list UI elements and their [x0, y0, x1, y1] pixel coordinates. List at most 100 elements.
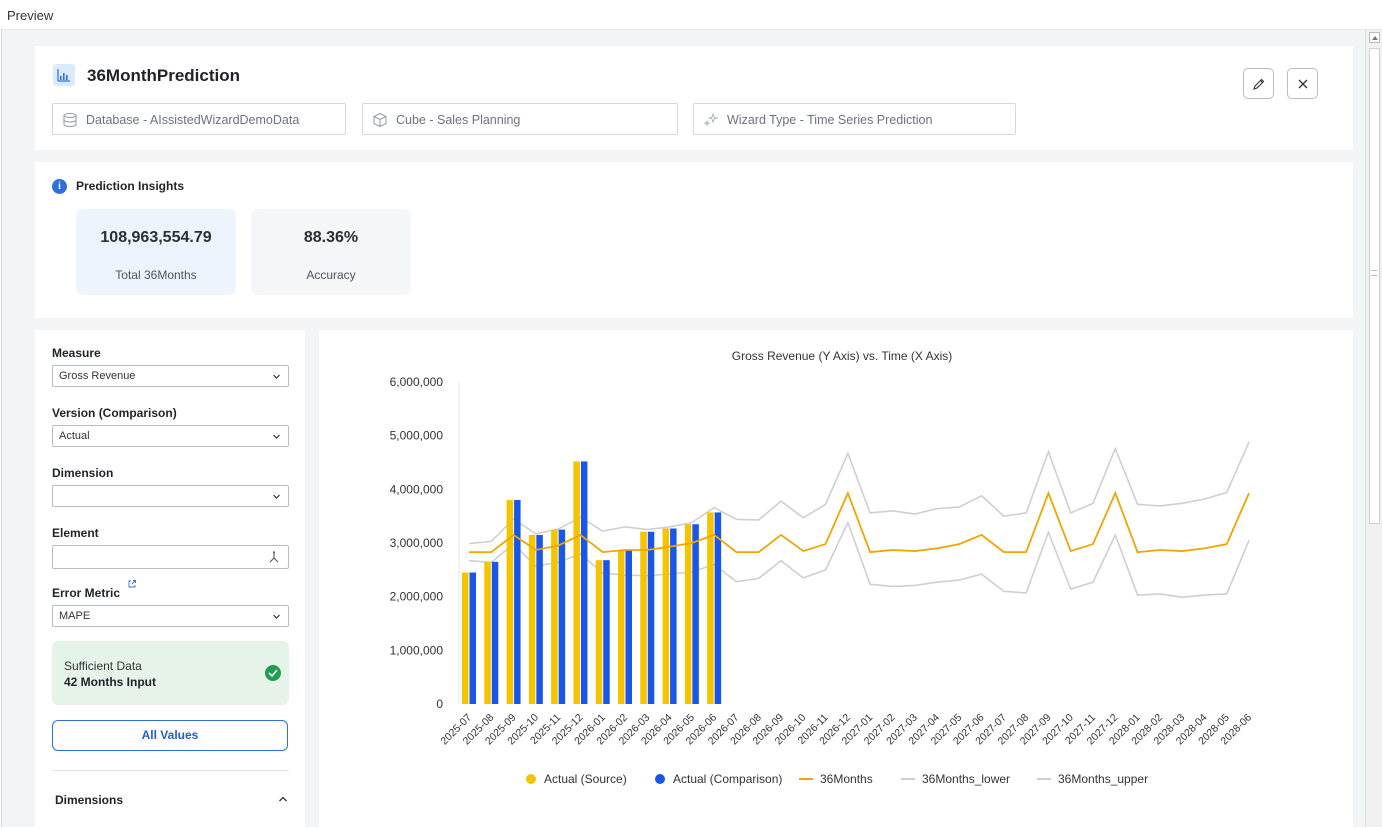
y-tick-label: 5,000,000: [390, 429, 444, 443]
preview-canvas: 36MonthPrediction Database - AIssistedWi…: [1, 30, 1365, 827]
window-title: Preview: [7, 8, 54, 23]
divider: [52, 770, 289, 771]
bar-actual-source: [640, 531, 647, 704]
info-icon: i: [52, 179, 67, 194]
measure-value: Gross Revenue: [59, 370, 136, 382]
bar-actual-comparison: [670, 528, 677, 704]
version-value: Actual: [59, 430, 90, 442]
insights-title: Prediction Insights: [76, 179, 185, 193]
error-metric-select[interactable]: MAPE: [52, 605, 289, 627]
dimension-select[interactable]: [52, 485, 289, 507]
legend-label[interactable]: Actual (Source): [544, 772, 627, 786]
legend-marker: [526, 774, 536, 784]
y-tick-label: 3,000,000: [390, 536, 444, 550]
controls-panel: Measure Gross Revenue Version (Compariso…: [35, 330, 305, 827]
sparkle-icon: [703, 112, 719, 127]
sufficient-data-text: Sufficient Data: [64, 659, 142, 673]
bar-actual-comparison: [692, 524, 699, 704]
bar-actual-comparison: [469, 572, 476, 704]
cube-icon: [373, 112, 387, 128]
bar-actual-comparison: [558, 529, 566, 704]
bar-actual-comparison: [714, 512, 722, 704]
y-tick-label: 4,000,000: [390, 482, 444, 496]
bar-actual-source: [684, 524, 692, 704]
y-tick-label: 6,000,000: [390, 375, 444, 389]
bar-actual-source: [595, 560, 603, 704]
bar-actual-source: [662, 528, 670, 704]
chart-card: Gross Revenue (Y Axis) vs. Time (X Axis)…: [319, 330, 1353, 827]
y-tick-label: 0: [436, 697, 443, 711]
scroll-grip-icon: [1371, 270, 1377, 276]
scroll-up-arrow[interactable]: [1369, 32, 1380, 43]
chevron-up-icon[interactable]: [278, 795, 288, 803]
check-circle-icon: [265, 665, 281, 681]
chevron-down-icon: [273, 614, 280, 619]
accuracy-label: Accuracy: [306, 268, 356, 282]
bar-actual-source: [573, 461, 580, 704]
chart-title: Gross Revenue (Y Axis) vs. Time (X Axis): [732, 349, 953, 363]
chevron-down-icon: [273, 434, 280, 439]
legend-label[interactable]: 36Months_upper: [1058, 772, 1148, 786]
database-icon: [63, 112, 77, 128]
insights-card: i Prediction Insights 108,963,554.79 Tot…: [35, 162, 1353, 318]
measure-select[interactable]: Gross Revenue: [52, 365, 289, 387]
bar-actual-source: [618, 549, 625, 704]
scroll-thumb[interactable]: [1369, 48, 1380, 524]
bar-actual-source: [506, 500, 514, 704]
header-card: 36MonthPrediction Database - AIssistedWi…: [35, 46, 1353, 150]
element-label: Element: [52, 526, 99, 540]
hierarchy-icon[interactable]: [267, 550, 281, 564]
bar-actual-comparison: [536, 534, 543, 704]
bar-actual-comparison: [491, 561, 499, 704]
vertical-scrollbar[interactable]: [1365, 30, 1382, 827]
wizard-type-label: Wizard Type - Time Series Prediction: [727, 113, 933, 127]
bar-actual-source: [484, 561, 491, 704]
total-label: Total 36Months: [115, 268, 197, 282]
error-metric-label: Error Metric: [52, 586, 121, 600]
accuracy-kpi-tile: 88.36% Accuracy: [251, 209, 411, 295]
window-titlebar: Preview: [0, 0, 1382, 30]
chevron-down-icon: [273, 494, 280, 499]
y-tick-label: 2,000,000: [390, 590, 444, 604]
cube-info: Cube - Sales Planning: [362, 103, 678, 135]
close-button[interactable]: [1287, 68, 1318, 99]
accuracy-value: 88.36%: [303, 229, 359, 246]
database-label: Database - AIssistedWizardDemoData: [86, 113, 300, 127]
bar-actual-comparison: [647, 531, 655, 704]
version-select[interactable]: Actual: [52, 425, 289, 447]
bar-actual-source: [462, 572, 469, 704]
cube-label: Cube - Sales Planning: [396, 113, 521, 127]
bar-actual-source: [528, 534, 536, 704]
page-title: 36MonthPrediction: [87, 66, 241, 85]
revenue-chart: Gross Revenue (Y Axis) vs. Time (X Axis)…: [390, 349, 1255, 786]
legend-label[interactable]: 36Months: [820, 772, 873, 786]
bar-actual-comparison: [580, 461, 588, 704]
total-kpi-tile: 108,963,554.79 Total 36Months: [76, 209, 236, 295]
upper-bound-line: [468, 441, 1250, 545]
y-tick-label: 1,000,000: [390, 643, 444, 657]
bar-actual-comparison: [603, 560, 610, 704]
chart-app-icon: [53, 64, 75, 86]
measure-label: Measure: [52, 346, 101, 360]
bar-actual-source: [551, 529, 558, 704]
all-values-button[interactable]: All Values: [52, 720, 288, 751]
months-input-text: 42 Months Input: [64, 675, 156, 689]
chevron-down-icon: [273, 374, 280, 379]
database-info: Database - AIssistedWizardDemoData: [52, 103, 346, 135]
pencil-icon: [1253, 78, 1265, 90]
dimension-label: Dimension: [52, 466, 114, 480]
version-label: Version (Comparison): [52, 406, 177, 420]
sufficient-data-banner: Sufficient Data 42 Months Input: [52, 641, 289, 705]
total-value: 108,963,554.79: [100, 229, 212, 246]
legend-label[interactable]: Actual (Comparison): [673, 772, 782, 786]
bar-actual-source: [707, 512, 714, 704]
legend-label[interactable]: 36Months_lower: [922, 772, 1010, 786]
external-link-icon[interactable]: [127, 579, 137, 589]
edit-button[interactable]: [1243, 68, 1274, 99]
dimensions-section-header[interactable]: Dimensions: [55, 793, 124, 807]
bar-actual-comparison: [514, 500, 521, 704]
close-icon: [1298, 79, 1308, 89]
element-input[interactable]: [52, 545, 289, 569]
bar-actual-comparison: [625, 549, 632, 704]
legend-marker: [655, 774, 665, 784]
